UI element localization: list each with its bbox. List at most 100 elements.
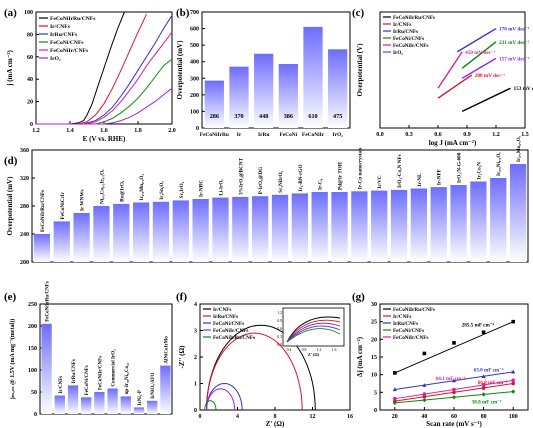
data-point xyxy=(392,400,397,406)
y-axis-label: j (mA cm⁻²) xyxy=(6,49,14,86)
inset-y-tick-label: 0.3 xyxy=(277,335,282,339)
bar xyxy=(450,185,467,262)
data-point xyxy=(393,371,397,375)
bar xyxy=(328,49,348,128)
bar xyxy=(41,323,52,414)
x-tick-label: 80 xyxy=(481,414,487,420)
bar xyxy=(351,191,368,262)
y-tick-label: 0 xyxy=(374,408,377,414)
x-tick-label: 4 xyxy=(236,414,239,420)
data-point xyxy=(452,387,456,392)
x-category-label: Ni₀.₃Co₀.₂Ir₀.₅Oₓ xyxy=(99,169,105,204)
x-tick-label: 1.4 xyxy=(66,128,74,134)
y-tick-label: 200 xyxy=(190,93,199,99)
bar xyxy=(67,385,79,414)
data-point xyxy=(481,330,486,335)
legend-label: Ir/CNFs xyxy=(393,22,411,28)
tafel-slope-label: 200 mV dec⁻¹ xyxy=(475,73,506,79)
legend-label: Ir/CNFs xyxy=(213,307,231,313)
tafel-line xyxy=(437,51,463,89)
y-tick-label: 250 xyxy=(28,302,37,308)
x-category-label: IrRu/CNFs xyxy=(72,359,77,383)
x-tick-label: 1.2 xyxy=(32,128,40,134)
data-point xyxy=(452,341,456,345)
x-category-label: FeCoNiIr/CNFs xyxy=(98,356,103,390)
panel-label: (e) xyxy=(4,291,17,303)
bar xyxy=(212,197,229,262)
y-tick-label: 400 xyxy=(190,60,199,66)
bar xyxy=(390,189,408,262)
inset-y-tick-label: 0.6 xyxy=(277,327,282,331)
x-category-label: Sr₂IrO₄ xyxy=(179,181,185,198)
x-category-label: 3%IrO₂@BCNT xyxy=(238,157,244,194)
bar xyxy=(311,192,328,262)
bar xyxy=(303,26,323,129)
y-tick-label: 360 xyxy=(20,148,29,154)
inset-x-tick-label: 0.8 xyxy=(302,348,307,352)
bar xyxy=(152,201,170,262)
y-tick-label: 240 xyxy=(20,232,29,238)
x-tick-label: 40 xyxy=(421,414,427,420)
cdl-label: 63.8 mF cm⁻² xyxy=(474,367,504,373)
inset-x-axis-label: Z' (Ω) xyxy=(308,352,320,357)
nyquist-arc xyxy=(206,324,316,411)
x-category-label: Ir₂Co₂N xyxy=(476,162,482,180)
x-category-label: Ir WNWs xyxy=(80,189,86,211)
inset-x-tick-label: 1.6 xyxy=(332,348,337,352)
y-tick-label: 20 xyxy=(27,100,33,106)
x-category-label: Commercial IrO₂ xyxy=(112,349,117,387)
x-category-label: FeCoNiIr xyxy=(302,132,325,138)
data-point xyxy=(511,389,516,394)
inset-curve xyxy=(286,319,341,343)
data-point xyxy=(392,387,397,392)
x-tick-label: 100 xyxy=(509,414,518,420)
panel-label: (c) xyxy=(352,7,365,19)
x-category-label: Ir xyxy=(237,132,242,138)
y-axis-label: Δj (mA cm⁻²) xyxy=(356,336,364,377)
tafel-slope-label: 153 mV dec⁻¹ xyxy=(514,86,533,92)
x-category-label: Ir-Cu nanocrystals xyxy=(357,148,363,190)
x-category-label: Ir₀.₆Ni₀.₄Oₓ xyxy=(496,152,502,176)
panel-label: (f) xyxy=(176,291,187,303)
data-point xyxy=(422,383,427,387)
legend-label: Ir/CNFs xyxy=(393,314,411,320)
bar xyxy=(331,192,348,262)
y-tick-label: 280 xyxy=(20,204,29,210)
y-tick-label: 50 xyxy=(31,390,37,396)
bar-value-label: 610 xyxy=(308,113,317,120)
tafel-line xyxy=(437,74,473,99)
panel-label: (d) xyxy=(4,155,18,167)
y-axis-label: jₘₐₛₛ @ 1.5V (mA mg⁻¹(metal)) xyxy=(9,319,16,400)
bar xyxy=(192,199,209,262)
bar xyxy=(490,178,507,262)
x-category-label: FeCoNiCrIr xyxy=(60,191,66,219)
x-tick-label: 0 xyxy=(199,414,202,420)
x-axis-label: Scan rate (mV s⁻¹) xyxy=(426,420,482,428)
data-point xyxy=(452,378,456,383)
bar xyxy=(371,190,388,262)
y-tick-label: 40 xyxy=(27,77,33,83)
bar-value-label: 286 xyxy=(210,113,219,120)
y-tick-label: 5 xyxy=(374,390,377,396)
legend-label: FeCoNi/CNFs xyxy=(213,321,244,327)
x-category-label: IrNi₃-P xyxy=(138,390,143,405)
x-axis-label: log J (mA cm⁻²) xyxy=(429,139,477,147)
bar xyxy=(147,400,158,414)
legend-label: FeCoNi/CNFs xyxy=(393,328,424,334)
y-axis-label: Overpotential (V) xyxy=(356,43,364,97)
legend-label: IrRu/CNFs xyxy=(393,29,418,35)
x-category-label: IrO₂/N-G-600 xyxy=(457,152,463,183)
x-category-label: FeCoNiIrRu/CNFs xyxy=(46,281,51,322)
data-point xyxy=(422,394,427,399)
x-category-label: Ir/VC xyxy=(377,175,383,189)
data-point xyxy=(511,319,515,324)
data-point xyxy=(481,392,486,397)
bar xyxy=(430,187,447,262)
legend-label: IrRu/CNFs xyxy=(213,314,238,320)
nyquist-arc xyxy=(204,400,217,410)
y-tick-label: 700 xyxy=(190,10,199,16)
x-category-label: Ir-NL xyxy=(417,173,423,187)
y-tick-label: 80 xyxy=(27,32,33,38)
x-category-label: P-IrOₓ@DG xyxy=(258,167,264,194)
